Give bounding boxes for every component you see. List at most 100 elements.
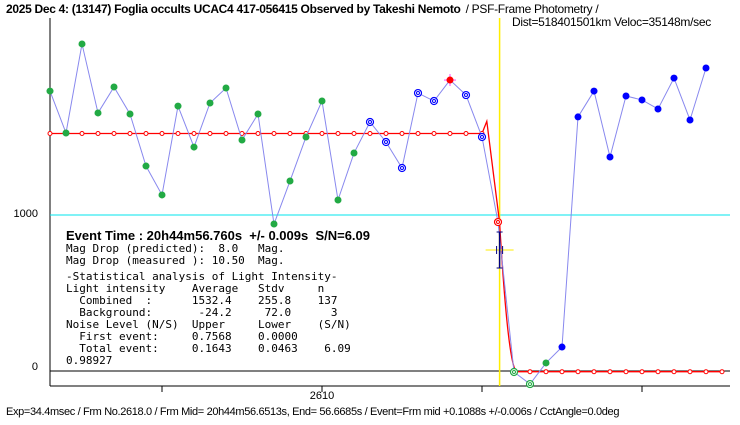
data-point (254, 110, 262, 118)
data-point (509, 367, 519, 377)
data-point-inner (512, 369, 516, 374)
data-point (446, 76, 454, 84)
data-point (397, 163, 407, 173)
y-tick-label: 0 (32, 361, 38, 373)
data-point (350, 149, 358, 157)
model-point (287, 131, 293, 137)
data-point-inner (368, 119, 372, 124)
model-point (543, 369, 549, 375)
data-point-inner (496, 220, 500, 225)
data-point (270, 220, 278, 228)
model-point (639, 369, 645, 375)
data-point (638, 96, 646, 104)
data-point (126, 110, 134, 118)
stats-line: Mag Drop (measured ): 10.50 Mag. (66, 254, 285, 267)
data-point (110, 83, 118, 91)
data-point-inner (432, 99, 436, 104)
data-point-inner (528, 382, 532, 387)
data-point (525, 379, 535, 389)
data-point (94, 109, 102, 117)
model-point (223, 131, 229, 137)
data-point-inner (416, 91, 420, 96)
stats-line: Noise Level (N/S) Upper Lower (S/N) (66, 318, 351, 331)
model-point (607, 369, 613, 375)
data-point (334, 196, 342, 204)
method-label: / PSF-Frame Photometry / (465, 2, 599, 16)
model-point (671, 369, 677, 375)
model-point (559, 369, 565, 375)
data-point (302, 133, 310, 141)
model-point (111, 131, 117, 137)
stats-line: 0.98927 (66, 354, 113, 367)
model-point (255, 131, 261, 137)
data-point (238, 136, 246, 144)
model-point (591, 369, 597, 375)
stats-line: Total event: 0.1643 0.0463 6.09 (66, 342, 351, 355)
data-point (606, 153, 614, 161)
model-point (351, 131, 357, 137)
data-point (590, 87, 598, 95)
model-point (703, 369, 709, 375)
model-point (655, 369, 661, 375)
model-point (719, 369, 725, 375)
footer-info: Exp=34.4msec / Frm No.2618.0 / Frm Mid= … (6, 406, 620, 418)
model-point (431, 131, 437, 137)
model-point (95, 131, 101, 137)
data-point (654, 105, 662, 113)
model-point (127, 131, 133, 137)
data-point (413, 88, 423, 98)
data-point (622, 92, 630, 100)
data-point (206, 99, 214, 107)
model-point (79, 131, 85, 137)
data-point (222, 84, 230, 92)
data-point (158, 191, 166, 199)
model-point (463, 131, 469, 137)
data-line (49, 43, 707, 385)
data-point (574, 113, 582, 121)
event-time: Event Time : 20h44m56.760s +/- 0.009s S/… (66, 228, 371, 243)
stats-line: Mag Drop (predicted): 8.0 Mag. (66, 242, 285, 255)
data-point (286, 177, 294, 185)
model-point (383, 131, 389, 137)
model-point (335, 131, 341, 137)
data-point (477, 132, 487, 142)
data-point (46, 87, 54, 95)
data-point (62, 129, 70, 137)
data-point (686, 116, 694, 124)
model-point (47, 131, 53, 137)
data-point (381, 137, 391, 147)
x-tick-label: 2610 (310, 390, 334, 402)
data-point-inner (480, 134, 484, 139)
data-point (142, 162, 150, 170)
data-point-inner (464, 93, 468, 98)
data-point-inner (384, 140, 388, 145)
model-point (271, 131, 277, 137)
model-point (207, 131, 213, 137)
model-point (191, 131, 197, 137)
model-point (623, 369, 629, 375)
stats-line: Combined : 1532.4 255.8 137 (66, 294, 338, 307)
title-bar: 2025 Dec 4: (13147) Foglia occults UCAC4… (6, 2, 599, 16)
model-point (319, 131, 325, 137)
model-point (159, 131, 165, 137)
chart-title: 2025 Dec 4: (13147) Foglia occults UCAC4… (6, 2, 461, 16)
stats-line: Background: -24.2 72.0 3 (66, 306, 338, 319)
dist-veloc-label: Dist=518401501km Veloc=35148m/sec (512, 15, 711, 29)
model-point (143, 131, 149, 137)
data-point (318, 97, 326, 105)
data-point-inner (400, 166, 404, 171)
model-point (399, 131, 405, 137)
y-tick-label: 1000 (14, 208, 38, 220)
model-point (367, 131, 373, 137)
data-point (542, 359, 550, 367)
data-point (174, 102, 182, 110)
data-point (78, 40, 86, 48)
data-point (702, 64, 710, 72)
model-point (687, 369, 693, 375)
model-point (575, 369, 581, 375)
stats-panel: Event Time : 20h44m56.760s +/- 0.009s S/… (66, 229, 370, 367)
model-point (447, 131, 453, 137)
stats-line: First event: 0.7568 0.0000 (66, 330, 298, 343)
